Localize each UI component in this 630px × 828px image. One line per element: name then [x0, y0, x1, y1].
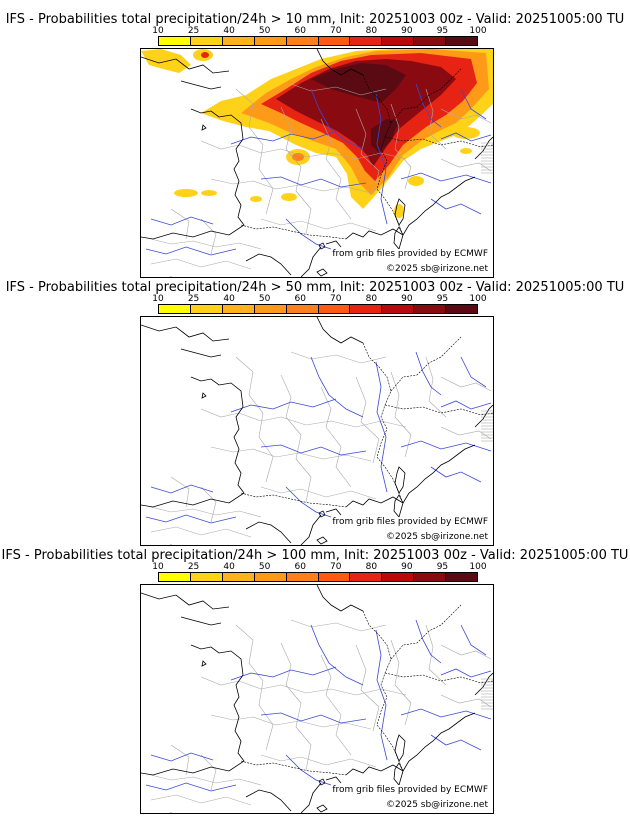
colorbar-tick-label: 80	[365, 294, 378, 304]
colorbar-tick-label: 10	[152, 562, 164, 572]
colorbar	[158, 36, 478, 46]
colorbar-tick-label: 70	[330, 562, 342, 572]
colorbar-segment	[318, 573, 351, 581]
copyright-credit: ©2025 sb@irizone.net	[385, 800, 489, 811]
colorbar-segment	[382, 37, 415, 45]
colorbar-tick-label: 90	[401, 562, 413, 572]
colorbar-ticks: 10 25 40 50 60 70 80 90 95 100	[148, 294, 488, 304]
colorbar-segment	[159, 37, 191, 45]
colorbar-tick-label: 50	[258, 294, 271, 304]
colorbar-tick-label: 80	[365, 26, 378, 36]
colorbar-segment	[446, 573, 478, 581]
colorbar-segment	[222, 305, 255, 313]
colorbar-tick-label: 60	[294, 562, 306, 572]
colorbar-tick-label: 100	[469, 562, 487, 572]
colorbar-segment	[190, 573, 223, 581]
colorbar-ticks: 10 25 40 50 60 70 80 90 95 100	[148, 562, 488, 572]
colorbar-tick-label: 60	[294, 26, 306, 36]
colorbar-segment	[414, 37, 447, 45]
source-credit: from grib files provided by ECMWF	[331, 249, 489, 260]
colorbar-tick-label: 40	[223, 26, 235, 36]
colorbar	[158, 304, 478, 314]
panel-50mm: IFS - Probabilities total precipitation/…	[0, 280, 630, 548]
colorbar-segment	[159, 305, 191, 313]
colorbar-segment	[254, 573, 287, 581]
colorbar-tick-label: 25	[187, 294, 200, 304]
colorbar-tick-label: 10	[152, 294, 164, 304]
colorbar-tick-label: 60	[294, 294, 306, 304]
colorbar-tick-label: 100	[469, 294, 487, 304]
colorbar	[158, 572, 478, 582]
colorbar-segment	[254, 37, 287, 45]
colorbar-tick-label: 25	[187, 562, 200, 572]
copyright-credit: ©2025 sb@irizone.net	[385, 264, 489, 275]
colorbar-segment	[350, 37, 383, 45]
colorbar-segment	[414, 305, 447, 313]
colorbar-tick-label: 90	[401, 294, 413, 304]
colorbar-tick-label: 95	[436, 562, 449, 572]
colorbar-segment	[350, 573, 383, 581]
panel-title: IFS - Probabilities total precipitation/…	[5, 12, 625, 27]
colorbar-segment	[190, 305, 223, 313]
colorbar-segment	[414, 573, 447, 581]
colorbar-segment	[254, 305, 287, 313]
colorbar-tick-label: 90	[401, 26, 413, 36]
colorbar-segment	[382, 305, 415, 313]
colorbar-segment	[446, 305, 478, 313]
colorbar-tick-label: 70	[330, 26, 342, 36]
colorbar-segment	[286, 305, 319, 313]
colorbar-tick-label: 10	[152, 26, 164, 36]
source-credit: from grib files provided by ECMWF	[331, 517, 489, 528]
precip-probability-field	[141, 49, 493, 218]
colorbar-tick-label: 95	[436, 26, 449, 36]
colorbar-segment	[382, 573, 415, 581]
colorbar-segment	[222, 37, 255, 45]
panel-10mm: IFS - Probabilities total precipitation/…	[0, 12, 630, 280]
probability-map-10mm: from grib files provided by ECMWF ©2025 …	[140, 48, 494, 278]
colorbar-segment	[350, 305, 383, 313]
colorbar-segment	[286, 37, 319, 45]
probability-map-50mm: from grib files provided by ECMWF ©2025 …	[140, 316, 494, 546]
colorbar-segment	[222, 573, 255, 581]
colorbar-ticks: 10 25 40 50 60 70 80 90 95 100	[148, 26, 488, 36]
colorbar-tick-label: 50	[258, 562, 271, 572]
colorbar-tick-label: 70	[330, 294, 342, 304]
colorbar-segment	[318, 305, 351, 313]
colorbar-tick-label: 50	[258, 26, 271, 36]
colorbar-segment	[318, 37, 351, 45]
source-credit: from grib files provided by ECMWF	[331, 785, 489, 796]
panel-title: IFS - Probabilities total precipitation/…	[1, 548, 629, 563]
colorbar-tick-label: 25	[187, 26, 200, 36]
panel-100mm: IFS - Probabilities total precipitation/…	[0, 548, 630, 816]
colorbar-segment	[190, 37, 223, 45]
colorbar-segment	[286, 573, 319, 581]
colorbar-tick-label: 80	[365, 562, 378, 572]
colorbar-segment	[159, 573, 191, 581]
colorbar-tick-label: 40	[223, 562, 235, 572]
probability-map-100mm: from grib files provided by ECMWF ©2025 …	[140, 584, 494, 814]
colorbar-tick-label: 100	[469, 26, 487, 36]
panel-title: IFS - Probabilities total precipitation/…	[5, 280, 625, 295]
colorbar-tick-label: 40	[223, 294, 235, 304]
copyright-credit: ©2025 sb@irizone.net	[385, 532, 489, 543]
colorbar-tick-label: 95	[436, 294, 449, 304]
colorbar-segment	[446, 37, 478, 45]
